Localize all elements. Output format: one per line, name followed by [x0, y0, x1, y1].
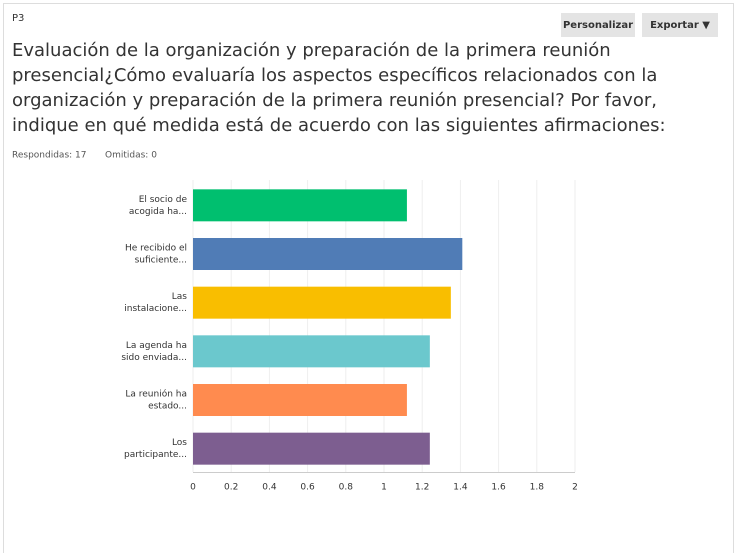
y-tick-label: participante... — [124, 450, 187, 460]
bar — [193, 384, 407, 416]
y-tick-label: Las — [172, 292, 188, 302]
x-tick-label: 0.2 — [224, 483, 238, 493]
y-tick-label: instalacione... — [124, 304, 187, 314]
x-tick-label: 0 — [190, 483, 196, 493]
y-tick-label: sido enviada... — [121, 353, 187, 363]
x-tick-label: 0.6 — [300, 483, 315, 493]
y-tick-label: Los — [172, 438, 187, 448]
x-tick-label: 1.4 — [453, 483, 468, 493]
customize-label[interactable]: Personalizar — [563, 20, 633, 31]
bar — [193, 286, 451, 319]
bar — [193, 189, 407, 222]
heading-line: presencial¿Cómo evaluaría los aspectos e… — [12, 65, 657, 86]
customize-button[interactable] — [561, 13, 635, 37]
bar — [193, 335, 430, 368]
x-tick-label: 2 — [572, 483, 578, 493]
y-tick-label: acogida ha... — [129, 207, 187, 217]
x-tick-label: 0.8 — [339, 483, 354, 493]
y-tick-label: suficiente... — [135, 256, 187, 266]
x-tick-label: 1 — [381, 483, 387, 493]
x-tick-label: 1.6 — [491, 483, 506, 493]
heading-line: Evaluación de la organización y preparac… — [12, 40, 611, 61]
bar — [193, 238, 463, 270]
export-label[interactable]: Exportar ▼ — [650, 20, 710, 31]
heading-line: indique en qué medida está de acuerdo co… — [12, 115, 666, 136]
heading-line: organización y preparación de la primera… — [12, 90, 657, 111]
y-tick-label: La reunión ha — [125, 389, 187, 400]
y-tick-label: estado... — [148, 402, 187, 412]
export-button[interactable] — [642, 13, 718, 37]
question-number: P3 — [12, 13, 24, 24]
x-tick-label: 0.4 — [262, 483, 277, 493]
y-tick-label: El socio de — [139, 195, 188, 205]
y-tick-label: La agenda ha — [126, 341, 187, 351]
x-tick-label: 1.2 — [415, 483, 429, 493]
y-tick-label: He recibido el — [125, 244, 187, 254]
bar — [193, 432, 430, 465]
answered: Respondidas: 17 — [12, 151, 86, 161]
skipped: Omitidas: 0 — [105, 151, 157, 161]
x-tick-label: 1.8 — [530, 483, 545, 493]
